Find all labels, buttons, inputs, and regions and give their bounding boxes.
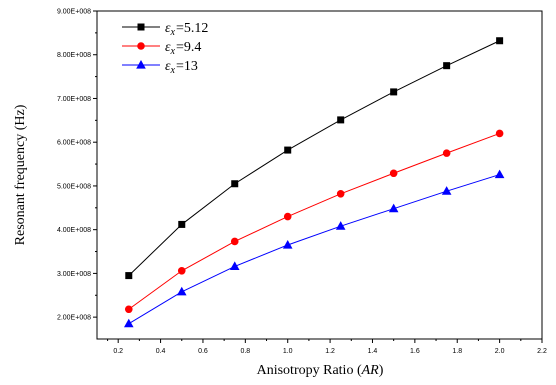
legend-label: εx=9.4 bbox=[165, 40, 201, 57]
series-3 bbox=[123, 169, 505, 328]
y-tick-label: 4.00E+008 bbox=[57, 227, 91, 234]
legend-item: εx=13 bbox=[122, 59, 198, 76]
series-2 bbox=[124, 129, 504, 314]
legend-item: εx=9.4 bbox=[122, 40, 201, 57]
y-tick-label: 7.00E+008 bbox=[57, 96, 91, 103]
legend-marker bbox=[137, 23, 145, 31]
data-point bbox=[177, 266, 186, 275]
x-tick-label: 0.2 bbox=[113, 348, 123, 355]
data-point bbox=[176, 286, 187, 296]
x-tick-label: 2.2 bbox=[537, 348, 547, 355]
data-point bbox=[231, 180, 239, 188]
x-tick-label: 2.0 bbox=[495, 348, 505, 355]
legend-label: εx=13 bbox=[165, 59, 198, 76]
data-point bbox=[123, 318, 134, 328]
y-tick-label: 9.00E+008 bbox=[57, 9, 91, 16]
data-point bbox=[441, 186, 452, 195]
plot-frame bbox=[96, 10, 543, 340]
data-point bbox=[390, 88, 398, 96]
data-point bbox=[388, 203, 399, 213]
legend-item: εx=5.12 bbox=[122, 21, 208, 38]
x-tick-label: 1.0 bbox=[283, 348, 293, 355]
data-point bbox=[283, 212, 292, 221]
series-line bbox=[128, 132, 500, 310]
y-axis-title: Resonant frequency (Hz) bbox=[13, 104, 28, 245]
x-axis-ticks: 0.2 0.4 0.6 0.8 1.0 1.2 1.4 1.6 1.8 2.0 2.2 bbox=[107, 339, 547, 355]
data-point bbox=[229, 261, 240, 271]
data-point bbox=[284, 146, 292, 154]
series-1 bbox=[125, 37, 504, 280]
y-tick-label: 6.00E+008 bbox=[57, 140, 91, 147]
data-point bbox=[125, 272, 133, 280]
legend: εx=5.12 εx=9.4 εx=13 bbox=[122, 21, 208, 76]
y-tick-label: 2.00E+008 bbox=[57, 315, 91, 322]
data-point bbox=[496, 37, 504, 45]
x-tick-label: 0.6 bbox=[198, 348, 208, 355]
data-point bbox=[124, 305, 133, 314]
x-tick-label: 0.8 bbox=[240, 348, 250, 355]
data-point bbox=[337, 116, 345, 124]
data-point bbox=[389, 169, 398, 178]
x-tick-label: 0.4 bbox=[156, 348, 166, 355]
data-point bbox=[443, 62, 451, 70]
x-tick-label: 1.2 bbox=[325, 348, 335, 355]
series-line bbox=[128, 40, 500, 276]
data-point bbox=[335, 221, 346, 230]
y-tick-label: 3.00E+008 bbox=[57, 271, 91, 278]
y-axis-ticks: 2.00E+008 3.00E+008 4.00E+008 5.00E+008 6.00… bbox=[57, 9, 97, 322]
data-point bbox=[178, 220, 186, 228]
data-point bbox=[442, 149, 451, 157]
legend-marker bbox=[137, 42, 145, 50]
x-tick-label: 1.4 bbox=[368, 348, 378, 355]
x-tick-label: 1.8 bbox=[452, 348, 462, 355]
data-point bbox=[495, 129, 504, 138]
x-axis-title: Anisotropy Ratio (AR) bbox=[257, 363, 384, 378]
y-tick-label: 5.00E+008 bbox=[57, 183, 91, 190]
data-point bbox=[336, 190, 345, 198]
data-point bbox=[494, 169, 505, 179]
legend-marker bbox=[136, 60, 146, 69]
series-line bbox=[128, 174, 500, 325]
data-point bbox=[282, 239, 293, 249]
y-tick-label: 8.00E+008 bbox=[57, 52, 91, 59]
series-layer bbox=[123, 37, 505, 328]
legend-label: εx=5.12 bbox=[165, 21, 208, 38]
data-point bbox=[230, 237, 239, 246]
x-tick-label: 1.6 bbox=[410, 348, 420, 355]
